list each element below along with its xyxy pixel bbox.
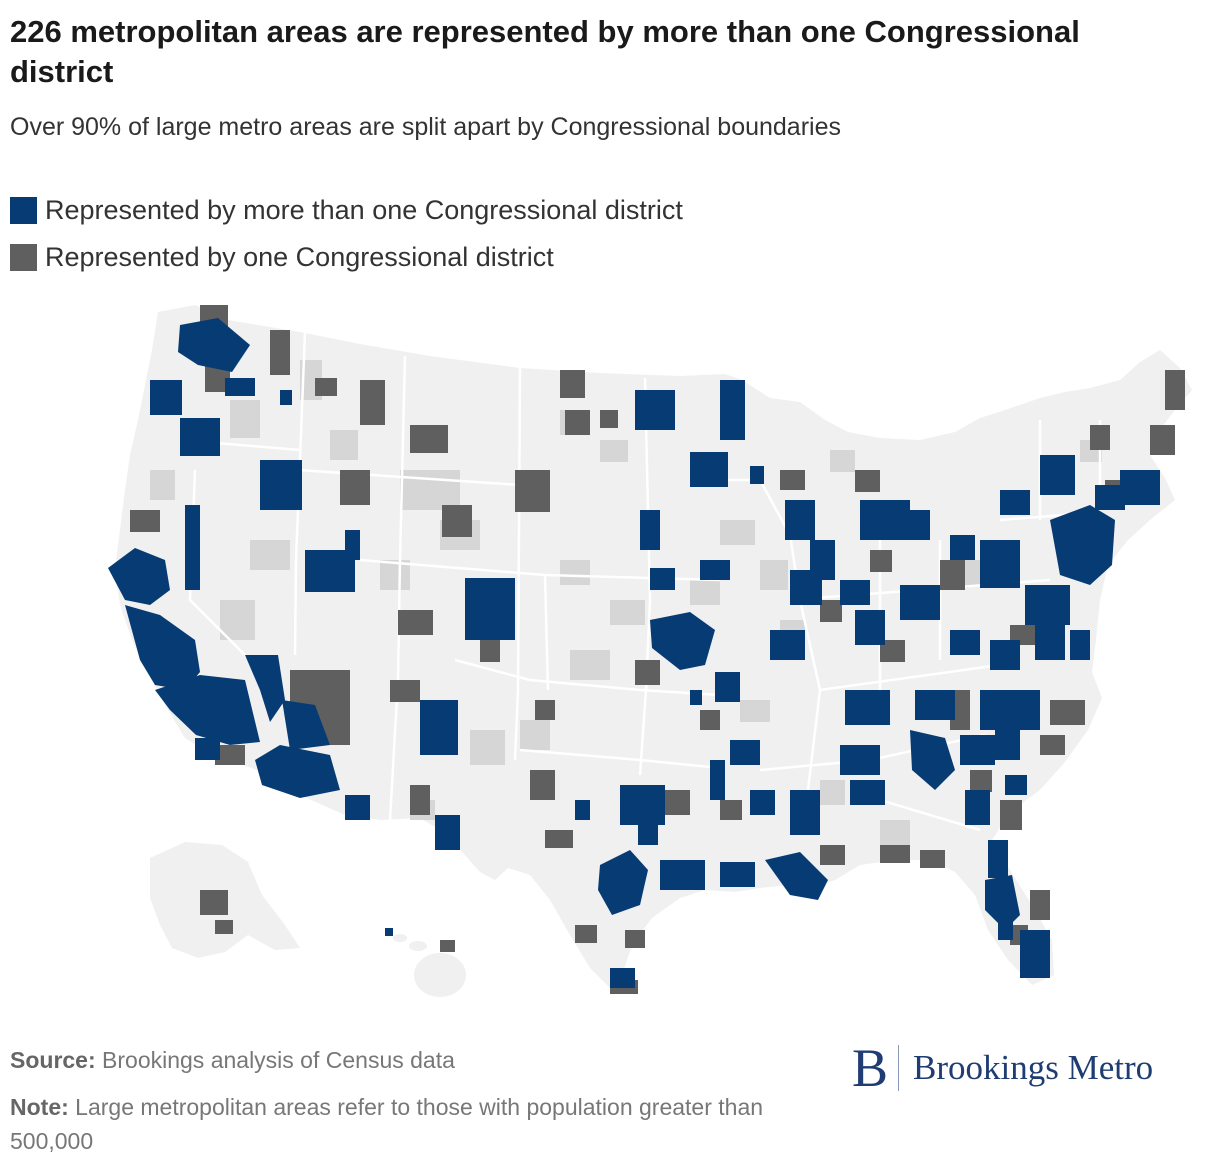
footnote: Note: Large metropolitan areas refer to … bbox=[10, 1090, 810, 1158]
legend: Represented by more than one Congression… bbox=[10, 192, 683, 286]
note-label: Note: bbox=[10, 1094, 69, 1120]
legend-label-multi-district: Represented by more than one Congression… bbox=[45, 194, 683, 225]
brand-name: Brookings Metro bbox=[913, 1048, 1154, 1087]
chart-title: 226 metropolitan areas are represented b… bbox=[10, 14, 1080, 89]
source-text: Brookings analysis of Census data bbox=[102, 1047, 455, 1073]
chart-subtitle: Over 90% of large metro areas are split … bbox=[10, 113, 841, 141]
brand-divider bbox=[898, 1045, 900, 1091]
brookings-metro-logo: B Brookings Metro bbox=[852, 1038, 1153, 1098]
legend-swatch-multi-district bbox=[10, 196, 37, 224]
legend-swatch-single-district bbox=[10, 243, 37, 271]
multi-district-metros bbox=[108, 318, 1160, 988]
note-text: Large metropolitan areas refer to those … bbox=[10, 1094, 764, 1154]
hawaii-land bbox=[393, 934, 466, 997]
source-label: Source: bbox=[10, 1047, 96, 1073]
brand-mark: B bbox=[852, 1038, 889, 1098]
legend-item-single-district: Represented by one Congressional distric… bbox=[10, 239, 683, 275]
us-metro-map bbox=[108, 305, 1192, 997]
source-note: Source: Brookings analysis of Census dat… bbox=[10, 1043, 455, 1077]
legend-label-single-district: Represented by one Congressional distric… bbox=[45, 241, 554, 272]
legend-item-multi-district: Represented by more than one Congression… bbox=[10, 192, 683, 228]
